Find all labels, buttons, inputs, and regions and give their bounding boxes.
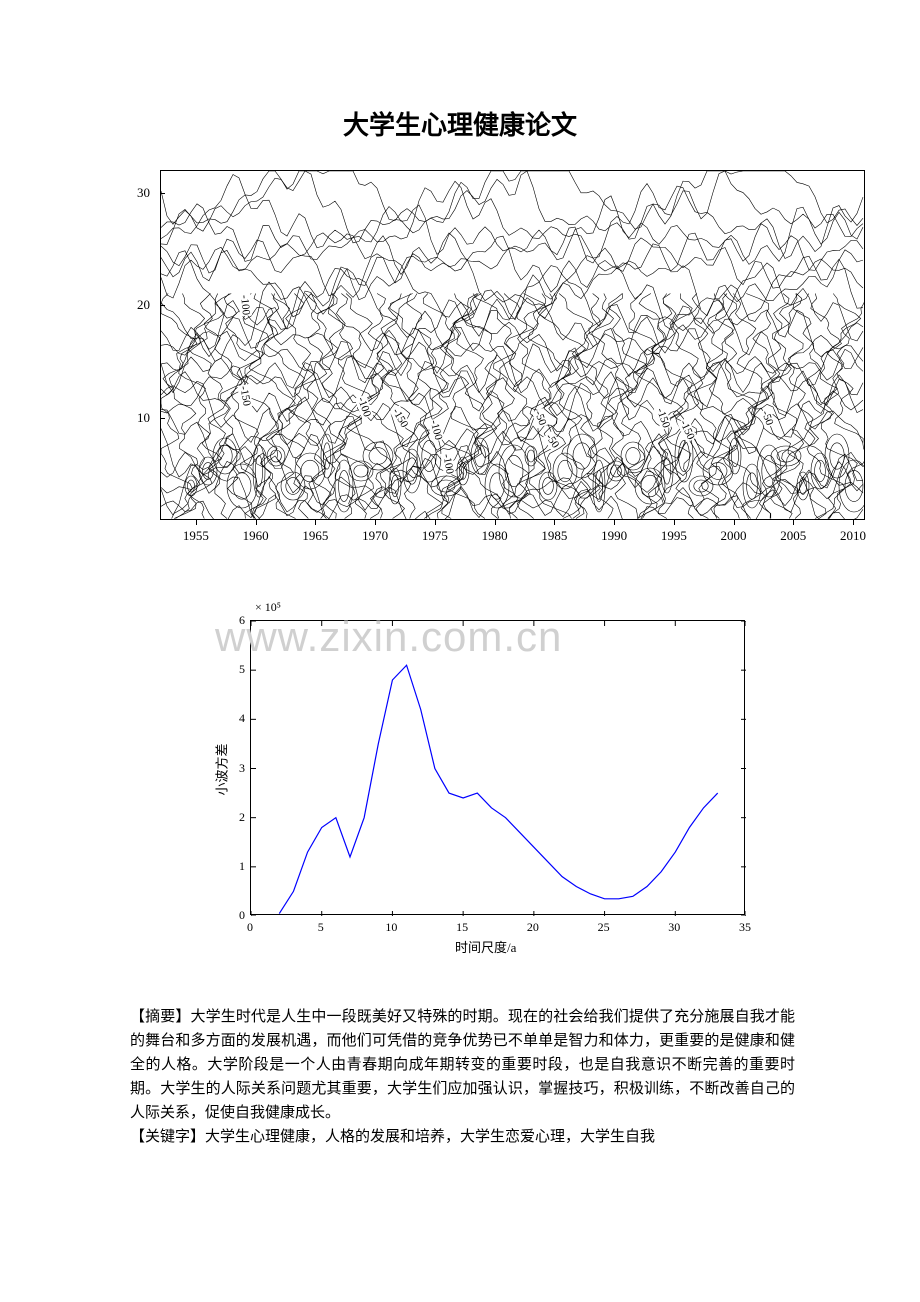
contour-plot-area	[160, 170, 865, 520]
x-tick-label: 1975	[415, 528, 455, 544]
x-tick-label: 1995	[654, 528, 694, 544]
abstract-label: 【摘要】	[130, 1009, 190, 1025]
y2-tick-label: 2	[210, 810, 245, 825]
contour-chart: 10 20 30 1955 1960 1965 1970 1975 1980 1985 1990 1…	[105, 170, 865, 560]
x-tick-label: 2010	[833, 528, 873, 544]
x2-tick-label: 35	[735, 920, 755, 935]
x2-tick-label: 20	[523, 920, 543, 935]
keywords-paragraph: 【关键字】大学生心理健康，人格的发展和培养，大学生恋爱心理，大学生自我	[130, 1125, 795, 1149]
watermark-text: www.zixin.com.cn	[215, 613, 562, 661]
abstract-text: 大学生时代是人生中一段既美好又特殊的时期。现在的社会给我们提供了充分施展自我才能…	[130, 1009, 795, 1121]
x-tick-label: 1965	[295, 528, 335, 544]
x2-tick-label: 30	[664, 920, 684, 935]
x-tick-label: 1955	[176, 528, 216, 544]
x-tick-label: 1990	[594, 528, 634, 544]
x2-tick-label: 15	[452, 920, 472, 935]
x-tick-label: 1970	[355, 528, 395, 544]
keywords-text: 大学生心理健康，人格的发展和培养，大学生恋爱心理，大学生自我	[205, 1129, 655, 1145]
x2-tick-label: 25	[594, 920, 614, 935]
abstract-paragraph: 【摘要】大学生时代是人生中一段既美好又特殊的时期。现在的社会给我们提供了充分施展…	[130, 1005, 795, 1125]
x2-tick-label: 0	[240, 920, 260, 935]
x-tick-label: 2000	[714, 528, 754, 544]
y-tick-label: 30	[105, 185, 150, 201]
x-tick-label: 2005	[773, 528, 813, 544]
page-title: 大学生心理健康论文	[0, 0, 920, 157]
y-axis-label: 小波方差	[212, 743, 231, 795]
line-plot-area	[250, 620, 745, 915]
y2-tick-label: 1	[210, 859, 245, 874]
x2-tick-label: 5	[311, 920, 331, 935]
abstract-block: 【摘要】大学生时代是人生中一段既美好又特殊的时期。现在的社会给我们提供了充分施展…	[130, 1005, 795, 1149]
line-svg	[251, 621, 746, 916]
y2-tick-label: 5	[210, 662, 245, 677]
x2-tick-label: 10	[381, 920, 401, 935]
y-tick-label: 10	[105, 410, 150, 426]
x-tick-label: 1960	[236, 528, 276, 544]
contour-svg	[161, 171, 865, 520]
x-tick-label: 1980	[475, 528, 515, 544]
y-tick-label: 20	[105, 297, 150, 313]
y2-tick-label: 4	[210, 711, 245, 726]
contour-label: -100	[238, 294, 252, 317]
x-tick-label: 1985	[534, 528, 574, 544]
keywords-label: 【关键字】	[130, 1129, 205, 1145]
x-axis-label: 时间尺度/a	[455, 937, 516, 956]
